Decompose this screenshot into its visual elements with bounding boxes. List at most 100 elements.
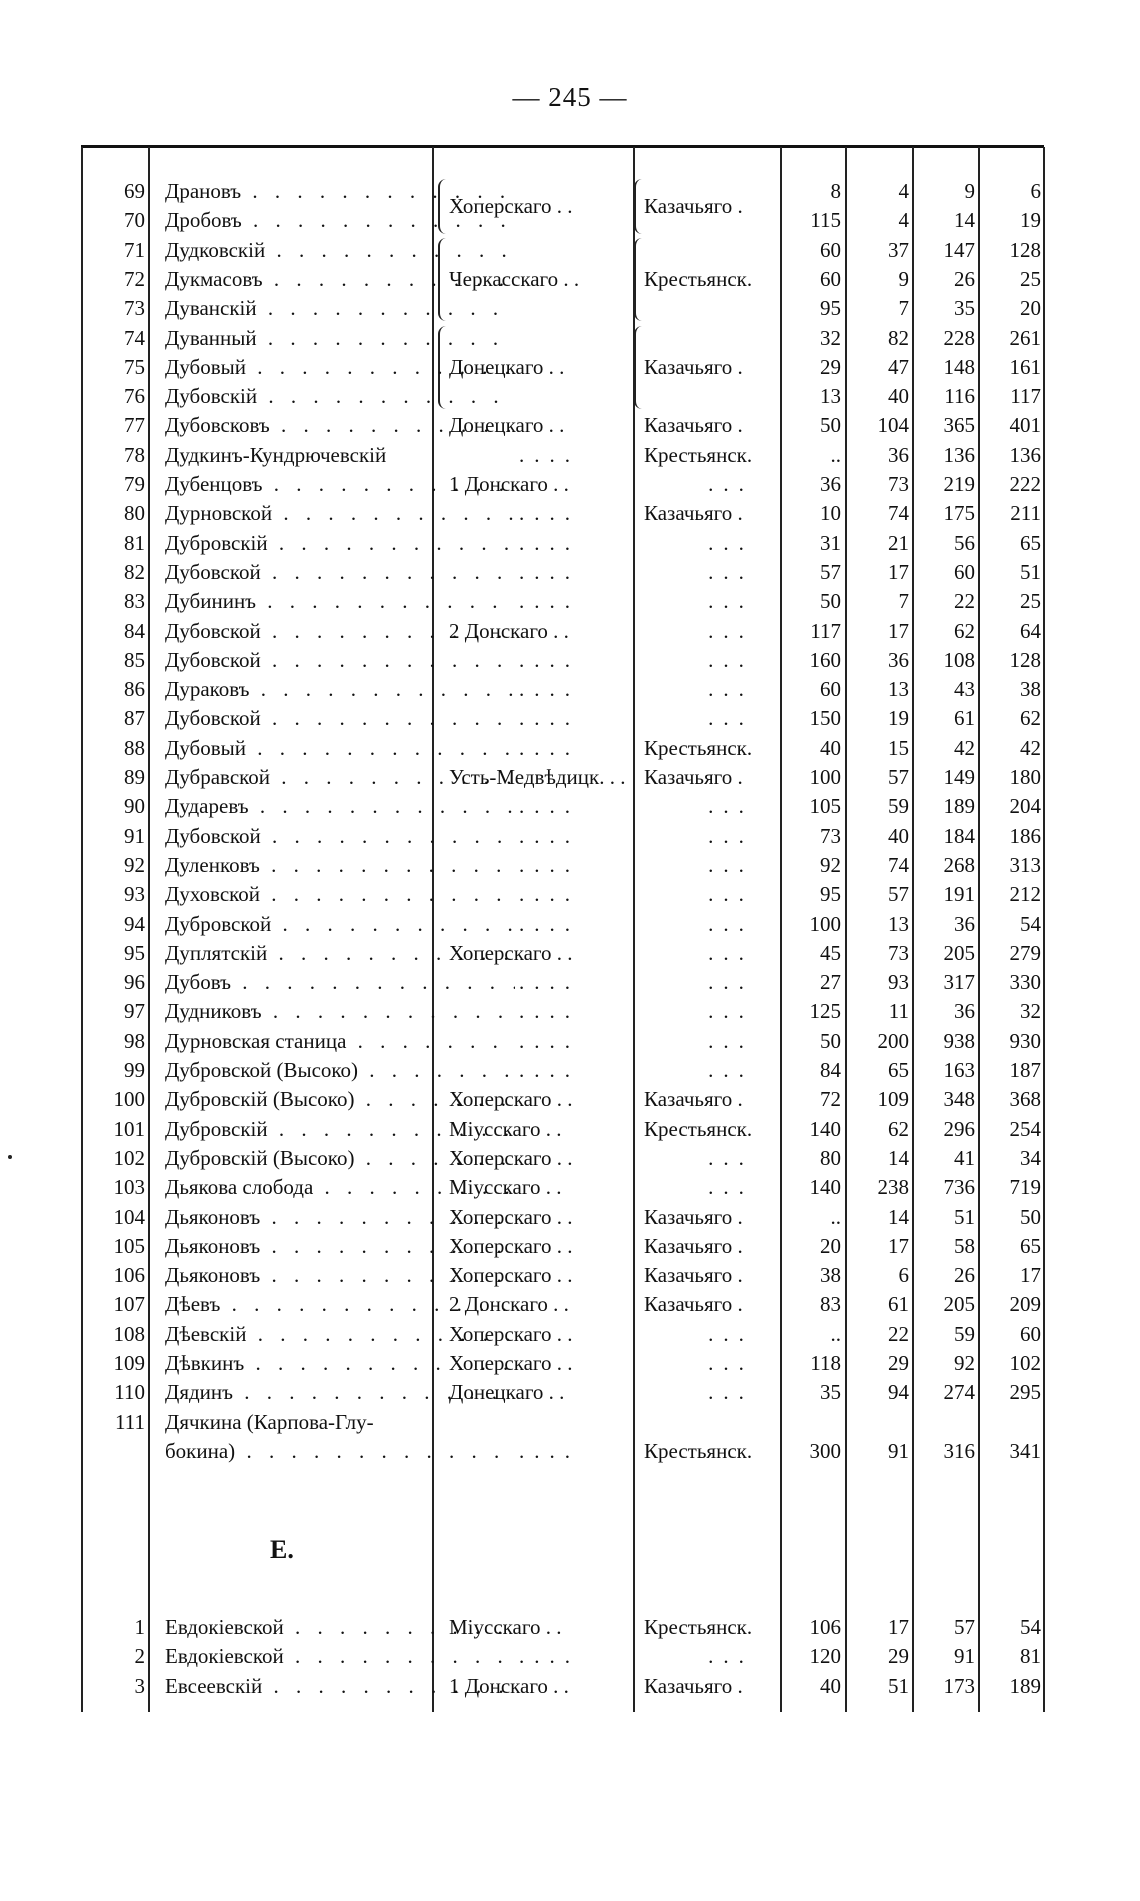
settlement-type: ... (708, 677, 754, 702)
settlement-name: Дубовъ (165, 968, 515, 997)
settlement-type: ... (708, 1380, 754, 1405)
value-col-2: 15 (888, 735, 909, 760)
row-number: 94 (124, 911, 145, 936)
value-col-2: 22 (888, 1321, 909, 1346)
value-col-3: 92 (954, 1351, 975, 1375)
settlement-name: Дубровскій (Высоко) (165, 1144, 515, 1173)
settlement-type: ... (708, 706, 754, 731)
value-col-3: 26 (954, 266, 975, 291)
table-row: 103 Дьякова слободаМіусскаго . .... 140 238… (81, 1173, 1044, 1202)
table-row: 2 Евдокіевской....... 120 29 91 81 (81, 1642, 1044, 1671)
settlement-type: ... (708, 882, 754, 907)
row-number: 1 (134, 1615, 146, 1639)
district: .... (519, 1644, 580, 1669)
table-row: бокина).... Крестьянск. 300 91 316 341 (81, 1437, 1044, 1466)
value-col-1: 29 (820, 354, 841, 379)
settlement-type: ... (708, 618, 754, 643)
settlement-name: Дробовъ (165, 206, 515, 235)
column-rule (978, 147, 980, 1712)
value-col-2: 40 (888, 823, 909, 848)
settlement-type: Казачьяго . (644, 413, 743, 438)
settlement-name: Дудковскій (165, 236, 515, 265)
value-col-4: 25 (1020, 266, 1041, 291)
settlement-name: Дуванный (165, 324, 515, 353)
value-col-3: 228 (943, 325, 976, 350)
value-col-4: 212 (1009, 882, 1042, 907)
settlement-name: Евдокіевской (165, 1642, 515, 1671)
district: Донецкаго . . (449, 413, 565, 438)
value-col-4: 209 (1009, 1292, 1042, 1317)
row-number: 111 (115, 1409, 145, 1434)
value-col-4: 254 (1009, 1116, 1042, 1141)
settlement-name: Евсеевскій (165, 1672, 515, 1701)
settlement-type: Казачьяго . (644, 1263, 743, 1288)
brace (634, 237, 644, 322)
settlement-type: Казачьяго . (644, 1233, 743, 1258)
value-col-3: 365 (943, 413, 976, 438)
table-row: 80 Дурновской.... Казачьяго . 10 74 175 211 (81, 499, 1044, 528)
value-col-2: 61 (888, 1292, 909, 1317)
settlement-name: Дубовской (165, 704, 515, 733)
value-col-4: 187 (1009, 1058, 1042, 1082)
value-col-1: 100 (809, 765, 842, 789)
table-row: 73 Дуванскій 95 7 35 20 (81, 294, 1044, 323)
value-col-2: 4 (898, 208, 910, 233)
value-col-4: 81 (1020, 1644, 1041, 1669)
settlement-type: ... (708, 1644, 754, 1669)
value-col-2: 62 (888, 1116, 909, 1141)
value-col-3: 317 (943, 970, 976, 995)
value-col-2: 36 (888, 442, 909, 467)
value-col-2: 65 (888, 1058, 909, 1082)
value-col-4: 6 (1030, 179, 1042, 203)
value-col-1: 100 (809, 911, 842, 936)
value-col-2: 74 (888, 852, 909, 877)
value-col-3: 163 (943, 1058, 976, 1082)
settlement-name: Дубровскій (165, 1115, 515, 1144)
value-col-1: 50 (820, 413, 841, 438)
value-col-3: 116 (944, 384, 975, 409)
row-number: 88 (124, 735, 145, 760)
settlement-name: Дубровской (165, 910, 515, 939)
value-col-1: 32 (820, 325, 841, 350)
value-col-4: 204 (1009, 794, 1042, 819)
settlement-name: Дубровскій (Высоко) (165, 1085, 515, 1114)
value-col-3: 348 (943, 1087, 976, 1112)
district: .... (519, 530, 580, 555)
table-row: 76 Дубовскій 13 40 116 117 (81, 382, 1044, 411)
value-col-3: 184 (943, 823, 976, 848)
value-col-4: 401 (1009, 413, 1042, 438)
column-rule (633, 147, 635, 1712)
table-row: 111 Дячкина (Карпова-Глу- (81, 1408, 1044, 1437)
settlement-name: Дубовый (165, 353, 515, 382)
value-col-2: 51 (888, 1673, 909, 1698)
table-row: 89 ДубравскойУсть-Медвѣдицк. . . Казачьяго… (81, 763, 1044, 792)
row-number: 105 (113, 1233, 146, 1258)
value-col-3: 136 (943, 442, 976, 467)
value-col-1: .. (830, 442, 842, 467)
district: .... (519, 559, 580, 584)
column-rule (81, 147, 83, 1712)
settlement-name: Дударевъ (165, 792, 515, 821)
value-col-3: 42 (954, 735, 975, 760)
district: 1 Донскаго . . (449, 1673, 569, 1698)
value-col-2: 200 (877, 1028, 910, 1053)
district: 1 Донскаго . . (449, 472, 569, 496)
district: Хоперскаго . . (449, 1351, 573, 1375)
settlement-name: Дубравской (165, 763, 515, 792)
value-col-4: 19 (1020, 208, 1041, 233)
value-col-2: 17 (888, 1615, 909, 1639)
district: .... (519, 677, 580, 702)
settlement-name: Дубининъ (165, 587, 515, 616)
row-number: 102 (113, 1145, 146, 1170)
value-col-4: 313 (1009, 852, 1042, 877)
settlement-name: Дубовской (165, 617, 515, 646)
settlement-name: Дубовской (165, 822, 515, 851)
brace (634, 179, 644, 234)
value-col-1: 45 (820, 940, 841, 965)
value-col-4: 341 (1009, 1438, 1042, 1463)
row-number: 96 (124, 970, 145, 995)
district: .... (519, 589, 580, 614)
settlement-name: Духовской (165, 880, 515, 909)
settlement-type: ... (708, 999, 754, 1024)
